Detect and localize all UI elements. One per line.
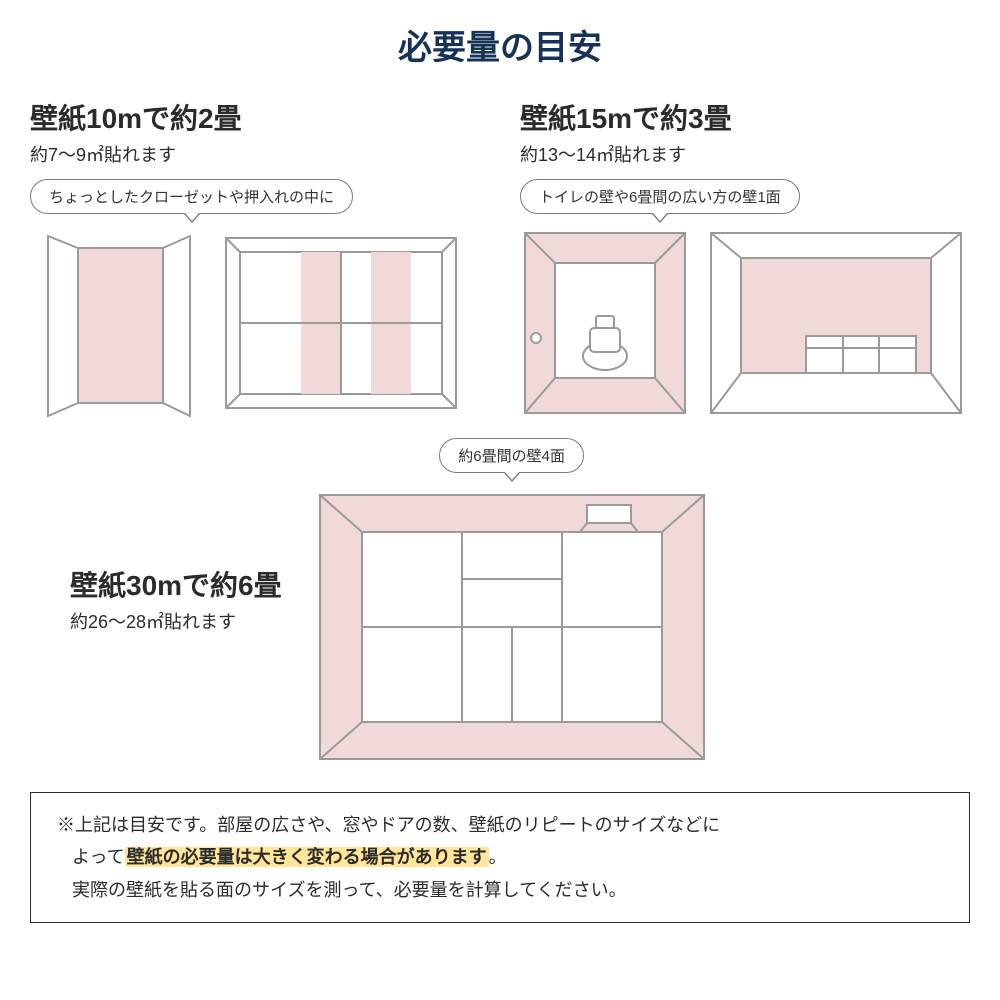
note-line-2a: よって [72,847,125,867]
note-line-3-text: 実際の壁紙を貼る面のサイズを測って、必要量を計算してください。 [72,880,627,900]
oshiire-illustration [216,228,466,418]
disclaimer-box: ※上記は目安です。部屋の広さや、窓やドアの数、壁紙のリピートのサイズなどに よっ… [30,792,970,923]
section-10m: 壁紙10mで約2畳 約7～9㎡貼れます ちょっとしたクローゼットや押入れの中に [30,97,480,418]
note-line-3: 実際の壁紙を貼る面のサイズを測って、必要量を計算してください。 [57,874,943,906]
note-line-2b: 。 [489,847,507,867]
top-sections-row: 壁紙10mで約2畳 約7～9㎡貼れます ちょっとしたクローゼットや押入れの中に [30,97,970,418]
section-10m-heading: 壁紙10mで約2畳 [30,97,480,137]
section-15m-bubble: トイレの壁や6畳間の広い方の壁1面 [520,179,800,214]
six-tatami-room-illustration [312,487,712,767]
section-10m-sub: 約7～9㎡貼れます [30,141,480,167]
section-30m-heading: 壁紙30mで約6畳 [70,564,282,604]
section-15m-heading: 壁紙15mで約3畳 [520,97,970,137]
toilet-room-illustration [520,228,690,418]
section-30m: 壁紙30mで約6畳 約26～28㎡貼れます 約6畳間の壁4面 [70,438,970,772]
section-15m-illustrations [520,228,970,418]
section-30m-bubble: 約6畳間の壁4面 [439,438,584,473]
note-line-2: よって壁紙の必要量は大きく変わる場合があります。 [57,841,943,873]
section-30m-sub: 約26～28㎡貼れます [70,608,282,634]
closet-illustration [30,228,200,418]
living-room-wall-illustration [706,228,966,418]
section-15m-sub: 約13～14㎡貼れます [520,141,970,167]
note-line-1: ※上記は目安です。部屋の広さや、窓やドアの数、壁紙のリピートのサイズなどに [57,809,943,841]
section-10m-illustrations [30,228,480,418]
section-10m-bubble: ちょっとしたクローゼットや押入れの中に [30,179,353,214]
section-15m: 壁紙15mで約3畳 約13～14㎡貼れます トイレの壁や6畳間の広い方の壁1面 [520,97,970,418]
note-highlight: 壁紙の必要量は大きく変わる場合があります [125,847,489,867]
page-title: 必要量の目安 [30,20,970,69]
